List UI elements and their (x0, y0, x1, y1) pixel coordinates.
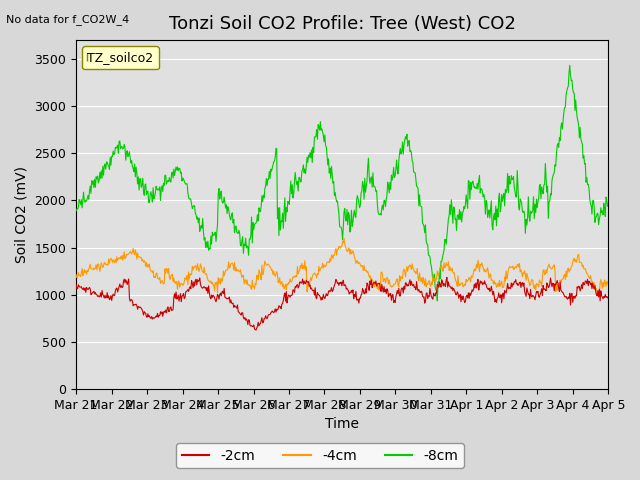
Text: No data for f_CO2W_4: No data for f_CO2W_4 (6, 14, 130, 25)
X-axis label: Time: Time (325, 418, 359, 432)
Legend: -2cm, -4cm, -8cm: -2cm, -4cm, -8cm (176, 443, 464, 468)
Y-axis label: Soil CO2 (mV): Soil CO2 (mV) (15, 166, 29, 263)
Legend: TZ_soilco2: TZ_soilco2 (83, 47, 159, 70)
Title: Tonzi Soil CO2 Profile: Tree (West) CO2: Tonzi Soil CO2 Profile: Tree (West) CO2 (169, 15, 516, 33)
